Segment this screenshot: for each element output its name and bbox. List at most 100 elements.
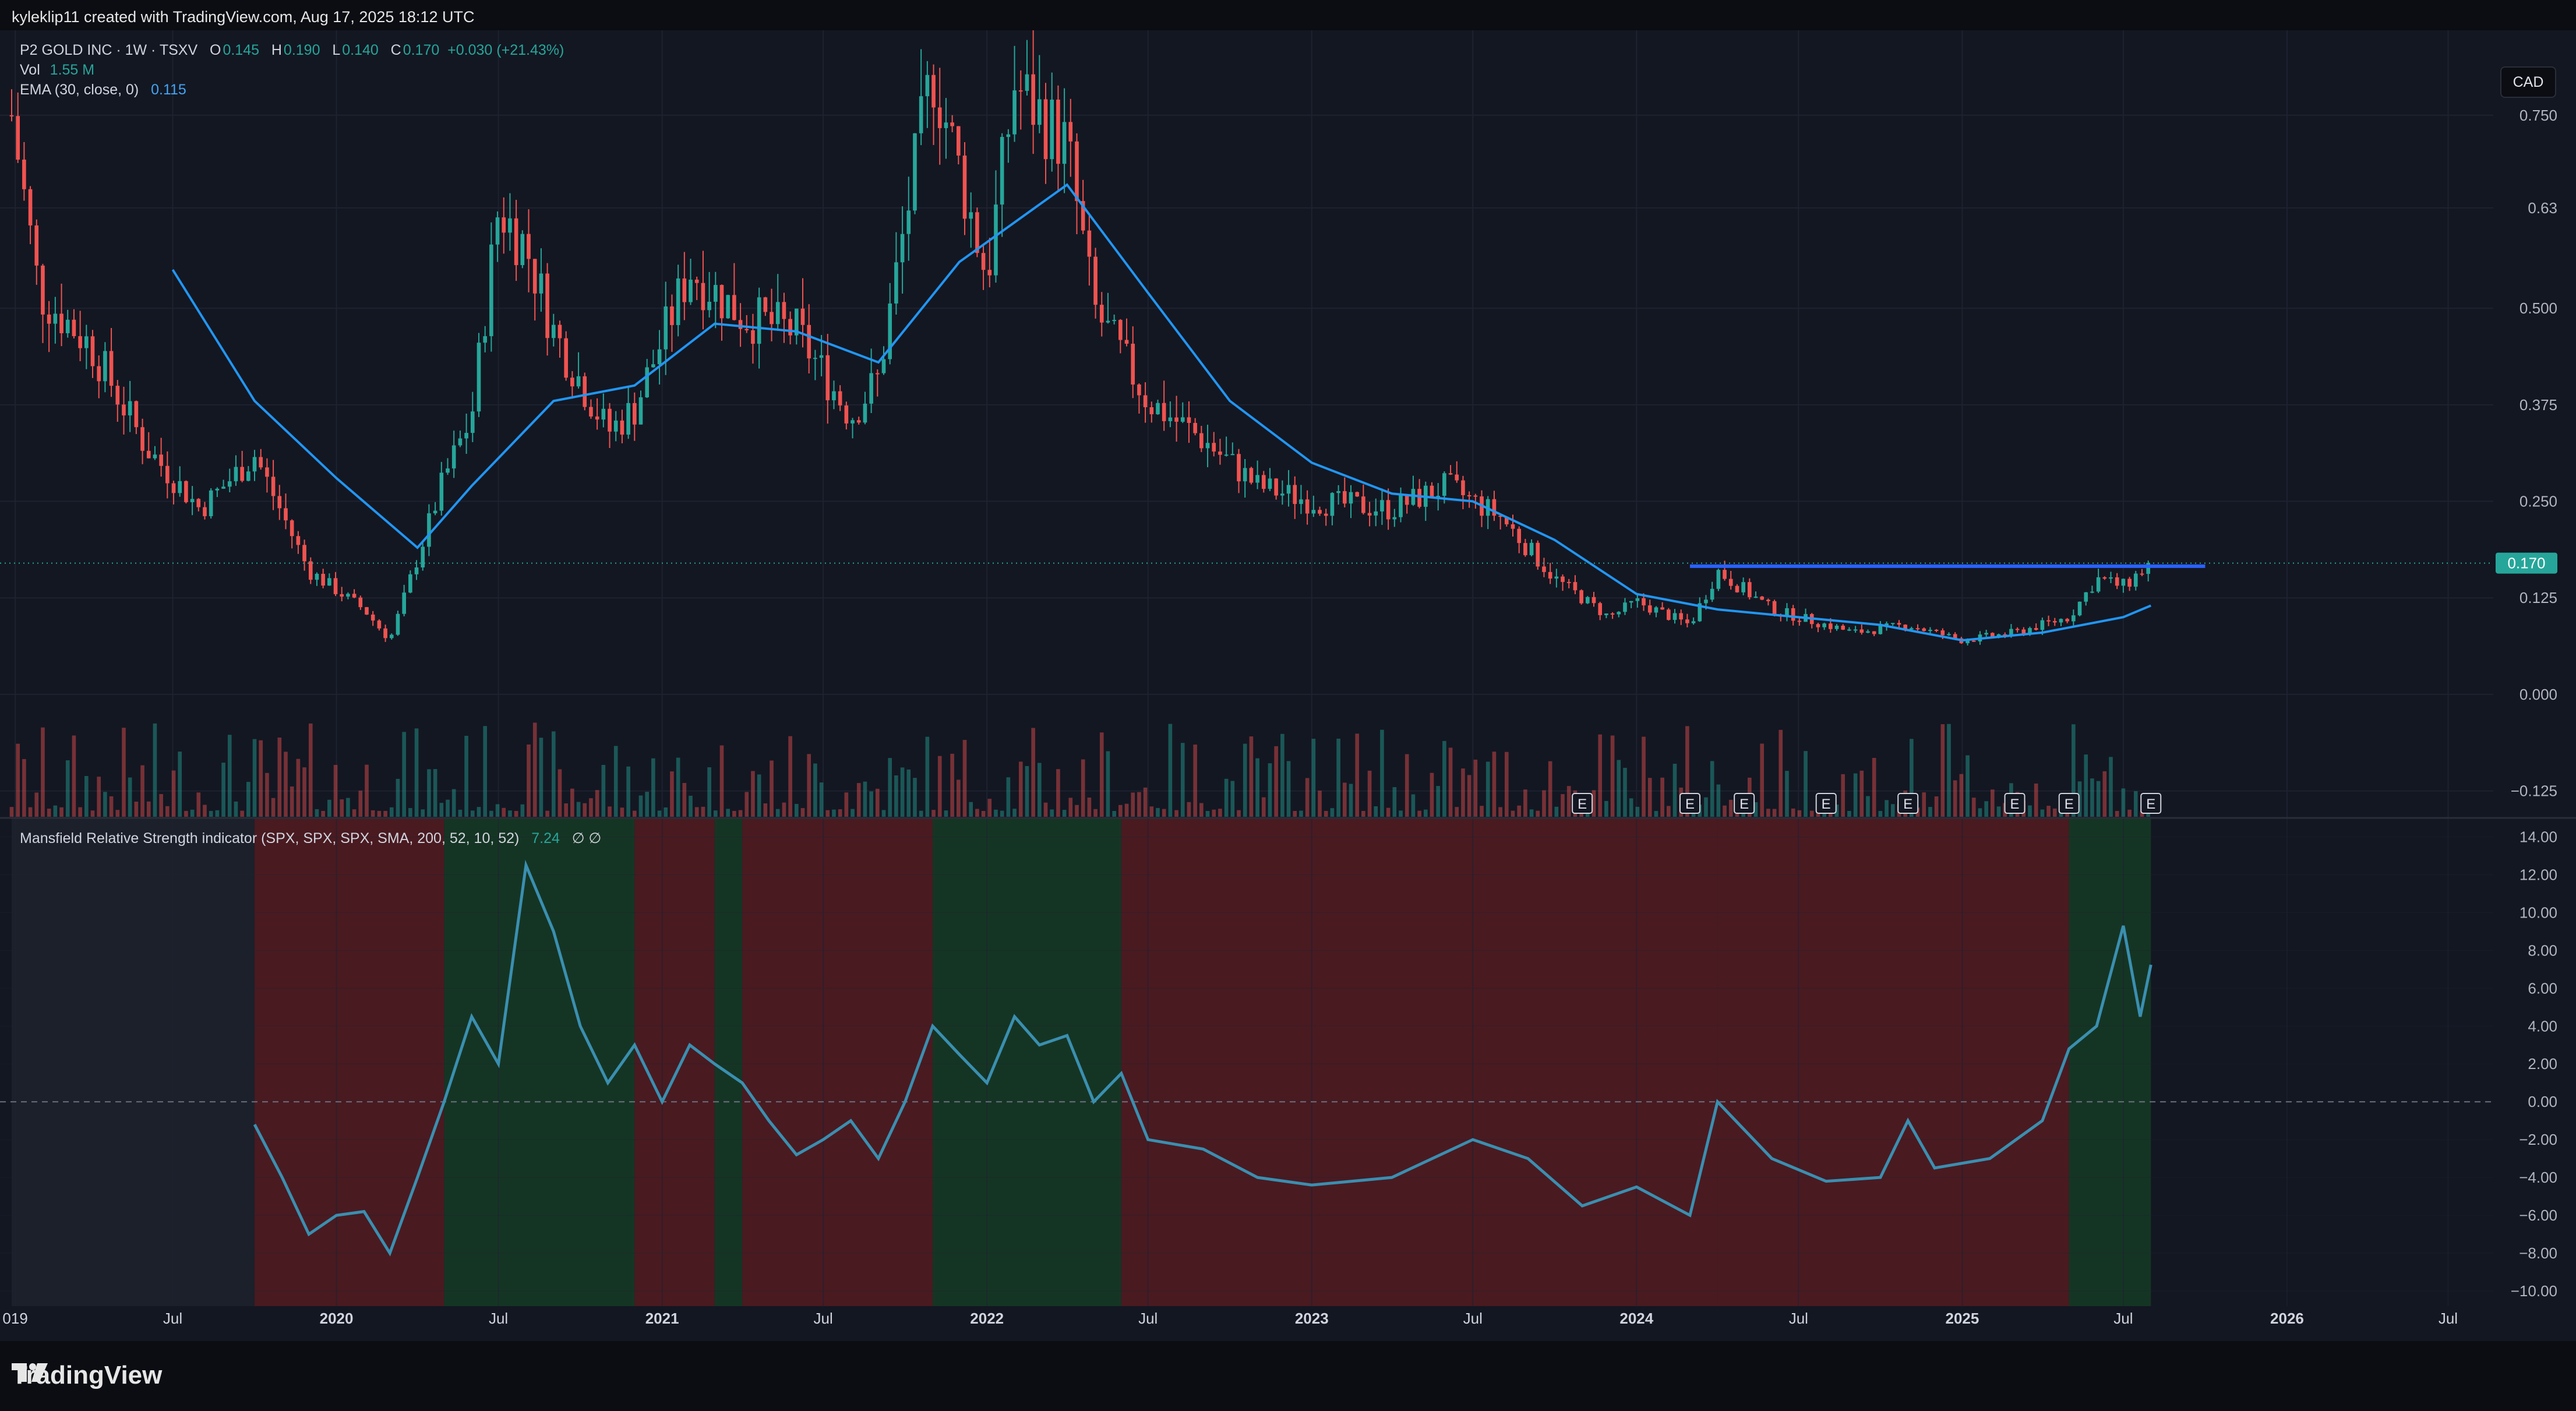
volume-bar <box>389 807 394 817</box>
candle-down <box>1573 582 1578 591</box>
candle-up <box>1349 492 1353 504</box>
volume-bar <box>321 810 325 817</box>
volume-bar <box>1872 757 1876 817</box>
volume-bar <box>1554 806 1559 817</box>
volume-bar <box>775 809 780 817</box>
volume-bar <box>1996 806 2001 817</box>
volume-bar <box>2133 791 2138 817</box>
volume-bar <box>738 810 743 817</box>
volume-bar <box>134 802 139 817</box>
low-label: L <box>332 42 341 58</box>
candle-up <box>1112 320 1116 322</box>
candle-down <box>1579 590 1583 604</box>
candle-up <box>252 457 257 472</box>
candle-down <box>1735 585 1739 592</box>
candle-up <box>651 364 655 368</box>
time-axis-tick-label: 2023 <box>1295 1310 1329 1327</box>
volume-value: 1.55 M <box>50 62 95 78</box>
candle-down <box>1274 478 1278 496</box>
candle-up <box>994 204 998 276</box>
volume-bar <box>570 788 574 817</box>
volume-bar <box>620 807 624 817</box>
volume-bar <box>1112 810 1116 817</box>
candle-down <box>1430 485 1434 498</box>
volume-bar <box>402 732 406 817</box>
mansfield-rs-line <box>253 859 2152 1257</box>
candle-up <box>1050 99 1054 160</box>
ema-label[interactable]: EMA (30, close, 0) <box>20 82 139 98</box>
candle-up <box>153 454 157 458</box>
candle-down <box>259 457 263 468</box>
candle-down <box>1592 597 1596 604</box>
volume-bar <box>1866 796 1870 817</box>
volume-bar <box>1940 724 1945 817</box>
indicator-label[interactable]: Mansfield Relative Strength indicator (S… <box>20 830 520 846</box>
high-label: H <box>271 42 282 58</box>
volume-bar <box>1025 766 1029 817</box>
candle-down <box>2065 619 2069 622</box>
volume-bar <box>1523 789 1527 817</box>
volume-bar <box>1193 745 1197 817</box>
top-attribution-bar: kyleklip11 created with TradingView.com,… <box>0 0 2576 30</box>
volume-bar <box>1660 777 1664 817</box>
candle-down <box>583 376 587 407</box>
candle-down <box>1548 572 1552 579</box>
candle-down <box>987 270 992 276</box>
volume-bar <box>1816 811 1820 817</box>
candle-up <box>1330 493 1335 516</box>
volume-bar <box>346 798 350 817</box>
volume-bar <box>825 810 830 817</box>
volume-bar <box>1485 761 1490 817</box>
volume-bar <box>2046 806 2051 817</box>
currency-button[interactable]: CAD <box>2500 66 2556 98</box>
volume-bar <box>794 803 799 817</box>
candle-up <box>1785 608 1789 616</box>
volume-bar <box>589 798 593 817</box>
candle-down <box>1685 619 1689 623</box>
volume-bar <box>1143 787 1148 817</box>
candle-up <box>676 278 680 325</box>
volume-bar <box>2115 810 2119 817</box>
volume-bar <box>1642 736 1646 817</box>
time-axis-tick-label: Jul <box>2439 1310 2458 1327</box>
volume-bar <box>856 783 861 817</box>
candle-up <box>2028 628 2032 634</box>
indicator-axis-tick-label: 12.00 <box>2519 866 2557 883</box>
candle-up <box>1230 454 1235 456</box>
candle-up <box>819 355 824 358</box>
candle-up <box>913 133 917 211</box>
volume-bar <box>900 767 905 817</box>
volume-bar <box>576 802 581 817</box>
price-axis-tick-label: 0.125 <box>2519 589 2557 606</box>
candle-down <box>782 302 786 319</box>
volume-bar <box>1728 799 1733 817</box>
candle-down <box>1872 631 1876 634</box>
candle-up <box>1529 542 1534 555</box>
candle-down <box>97 366 101 382</box>
volume-bar <box>1038 763 1042 817</box>
earnings-marker-label: E <box>1903 796 1912 812</box>
volume-bar <box>601 764 606 817</box>
candle-down <box>2034 628 2038 630</box>
candle-down <box>41 265 45 315</box>
indicator-axis-tick-label: 2.00 <box>2528 1055 2557 1073</box>
chart-canvas[interactable]: 019 Jul 2020 Jul 2021 Jul 2022 Jul 2023 Jul 2024 Ju… <box>0 30 2576 1341</box>
volume-label[interactable]: Vol <box>20 62 40 78</box>
tradingview-logo-icon <box>12 1363 48 1382</box>
indicator-axis-tick-label: −6.00 <box>2519 1207 2557 1224</box>
indicator-zone-green <box>714 818 743 1306</box>
candle-down <box>1667 609 1671 620</box>
candle-down <box>719 285 724 319</box>
tradingview-brand[interactable]: TradingView <box>12 1361 162 1390</box>
candle-down <box>1542 566 1546 572</box>
time-axis-tick-label: Jul <box>1463 1310 1483 1327</box>
candle-down <box>763 297 768 312</box>
chart-area[interactable]: 019 Jul 2020 Jul 2021 Jul 2022 Jul 2023 Jul 2024 Ju… <box>0 30 2576 1341</box>
candle-down <box>557 324 562 338</box>
volume-bar <box>1318 791 1322 817</box>
earnings-marker-label: E <box>1739 796 1749 812</box>
time-axis-tick-label: 2021 <box>645 1310 679 1327</box>
symbol-label[interactable]: P2 GOLD INC · 1W · TSXV <box>20 42 198 58</box>
volume-bar <box>532 722 537 817</box>
candle-up <box>1180 417 1185 422</box>
